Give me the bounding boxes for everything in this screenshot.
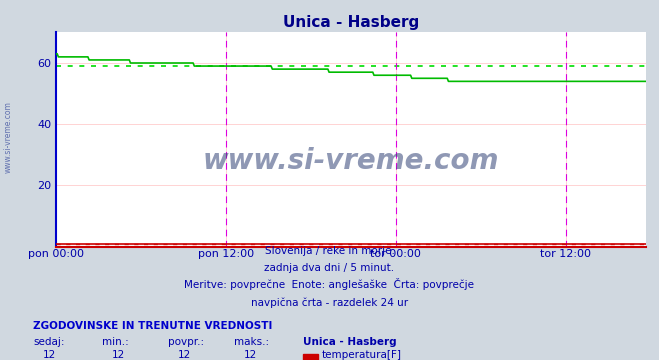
Text: temperatura[F]: temperatura[F] [322, 350, 401, 360]
Text: www.si-vreme.com: www.si-vreme.com [203, 147, 499, 175]
Text: zadnja dva dni / 5 minut.: zadnja dva dni / 5 minut. [264, 263, 395, 273]
Text: 12: 12 [112, 350, 125, 360]
Text: min.:: min.: [102, 337, 129, 347]
Text: 12: 12 [178, 350, 191, 360]
Text: Unica - Hasberg: Unica - Hasberg [303, 337, 397, 347]
Text: www.si-vreme.com: www.si-vreme.com [3, 101, 13, 173]
Text: Slovenija / reke in morje.: Slovenija / reke in morje. [264, 246, 395, 256]
Text: 12: 12 [244, 350, 257, 360]
Text: povpr.:: povpr.: [168, 337, 204, 347]
Text: maks.:: maks.: [234, 337, 269, 347]
Text: navpična črta - razdelek 24 ur: navpična črta - razdelek 24 ur [251, 297, 408, 308]
Text: sedaj:: sedaj: [33, 337, 65, 347]
Text: ZGODOVINSKE IN TRENUTNE VREDNOSTI: ZGODOVINSKE IN TRENUTNE VREDNOSTI [33, 321, 272, 332]
Title: Unica - Hasberg: Unica - Hasberg [283, 15, 419, 30]
Text: Meritve: povprečne  Enote: anglešaške  Črta: povprečje: Meritve: povprečne Enote: anglešaške Črt… [185, 278, 474, 291]
Text: 12: 12 [43, 350, 56, 360]
